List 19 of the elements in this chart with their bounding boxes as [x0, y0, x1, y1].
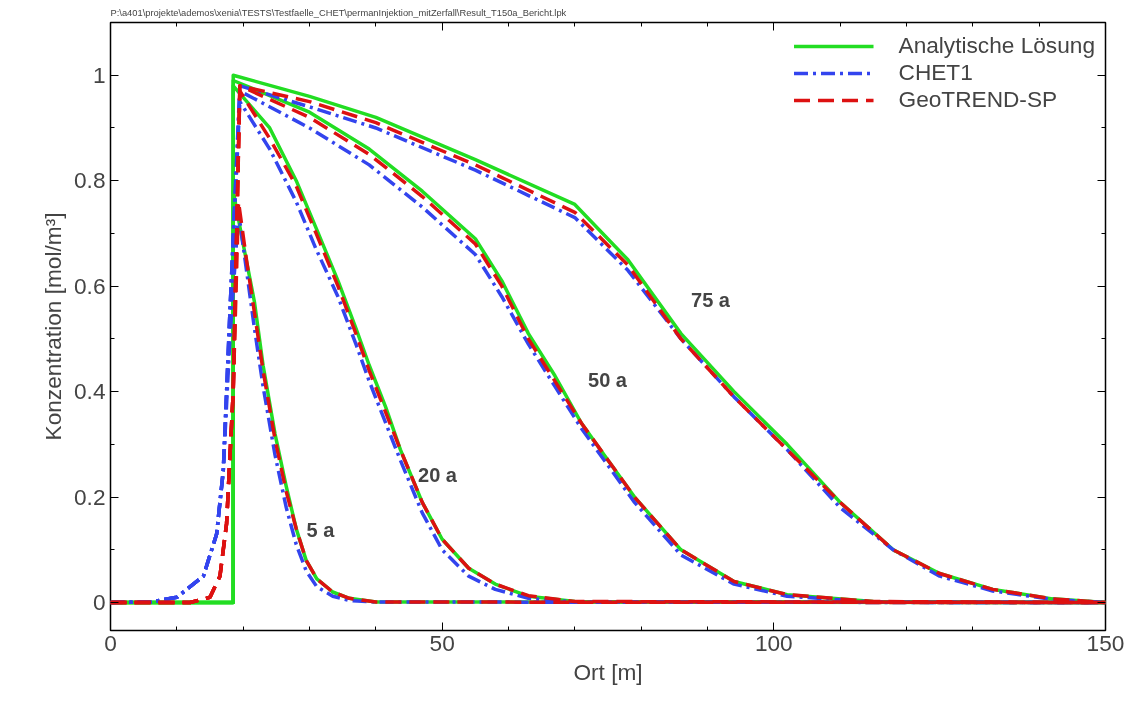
- y-tick-label: 0.4: [74, 378, 106, 405]
- x-axis-title: Ort [m]: [573, 658, 643, 685]
- legend-label: Analytische Lösung: [898, 32, 1095, 59]
- x-tick-label: 100: [754, 629, 793, 656]
- y-tick-label: 0.8: [74, 167, 106, 194]
- y-tick-label: 0.2: [74, 483, 106, 510]
- text: P:\a401\projekte\ademos\xenia\TESTS\Testfaelle_CHET\permanInjektion_mitZerfall\Result_T150a_Bericht.lpk: [110, 7, 567, 18]
- annotation: 75 a: [691, 288, 731, 311]
- y-tick-label: 1: [92, 61, 106, 88]
- y-tick-label: 0.6: [74, 272, 106, 299]
- legend-label: CHET1: [898, 59, 973, 86]
- x-tick-label: 150: [1086, 629, 1125, 656]
- annotation: 20 a: [418, 463, 458, 486]
- annotation: 5 a: [306, 518, 336, 541]
- y-axis-title: Konzentration [mol/m³]: [40, 212, 66, 441]
- x-tick-label: 50: [429, 629, 455, 656]
- y-tick-label: 0: [92, 589, 106, 616]
- legend-label: GeoTREND-SP: [898, 86, 1058, 113]
- annotation: 50 a: [588, 368, 628, 391]
